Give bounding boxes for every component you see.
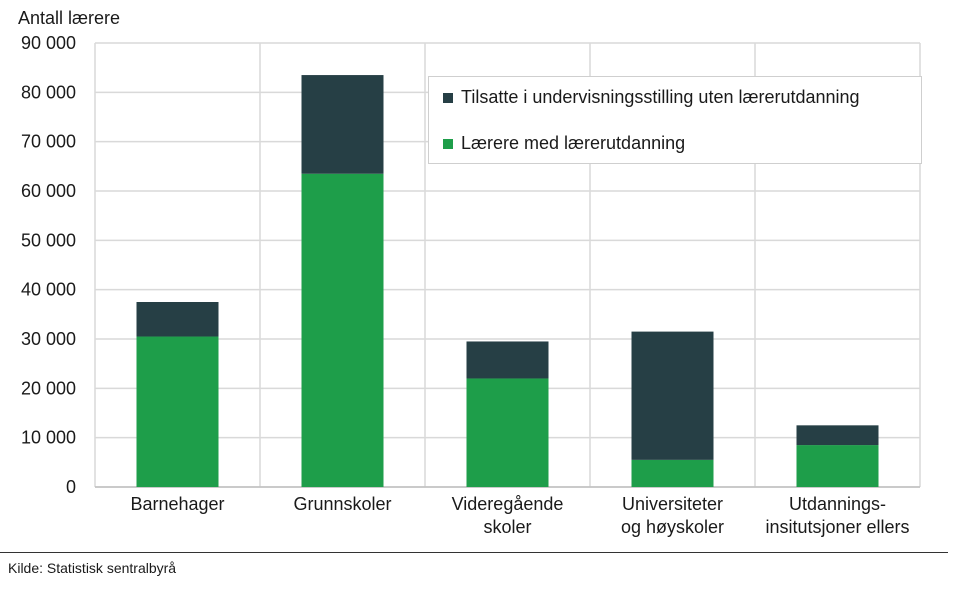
y-tick-label: 80 000 — [21, 82, 76, 102]
y-tick-label: 50 000 — [21, 230, 76, 250]
y-tick-label: 60 000 — [21, 181, 76, 201]
bar-segment-without-education — [796, 425, 879, 446]
legend-item-green: Lærere med lærerutdanning — [443, 133, 685, 154]
bar-segment-without-education — [631, 331, 714, 460]
bar-segment-with-education — [466, 378, 549, 487]
y-axis-label: Antall lærere — [18, 8, 121, 28]
y-tick-label: 10 000 — [21, 428, 76, 448]
legend-swatch-dark — [443, 92, 453, 103]
x-tick-label: skoler — [483, 517, 531, 537]
y-tick-label: 70 000 — [21, 132, 76, 152]
x-tick-label: Universiteter — [622, 494, 723, 514]
x-tick-label: insitutsjoner ellers — [765, 517, 909, 537]
x-tick-label: Utdannings- — [789, 494, 886, 514]
y-axis-ticks: 0 10 000 20 000 30 000 40 000 50 000 60 000 70 … — [21, 33, 76, 497]
y-tick-label: 0 — [66, 477, 76, 497]
x-tick-label: og høyskoler — [621, 517, 724, 537]
x-tick-label: Barnehager — [130, 494, 224, 514]
bar-segment-with-education — [136, 336, 219, 487]
x-axis-ticks: Barnehager Grunnskoler Videregående skoler U… — [130, 494, 909, 537]
bar-segment-with-education — [796, 445, 879, 487]
bar-segment-without-education — [136, 302, 219, 337]
x-tick-label: Videregående — [452, 494, 564, 514]
bar-segment-without-education — [301, 75, 384, 174]
bars — [136, 75, 879, 487]
y-tick-label: 30 000 — [21, 329, 76, 349]
y-tick-label: 20 000 — [21, 378, 76, 398]
y-tick-label: 90 000 — [21, 33, 76, 53]
x-tick-label: Grunnskoler — [293, 494, 391, 514]
legend: Tilsatte i undervisningsstilling uten læ… — [428, 76, 922, 164]
bar-segment-with-education — [301, 173, 384, 487]
bar-segment-with-education — [631, 459, 714, 487]
legend-item-dark: Tilsatte i undervisningsstilling uten læ… — [443, 87, 860, 108]
y-tick-label: 40 000 — [21, 280, 76, 300]
source-divider — [0, 552, 948, 553]
bar-segment-without-education — [466, 341, 549, 379]
legend-label-dark: Tilsatte i undervisningsstilling uten læ… — [461, 87, 860, 107]
source-note: Kilde: Statistisk sentralbyrå — [8, 560, 177, 576]
legend-swatch-green — [443, 138, 453, 149]
legend-label-green: Lærere med lærerutdanning — [461, 133, 686, 153]
